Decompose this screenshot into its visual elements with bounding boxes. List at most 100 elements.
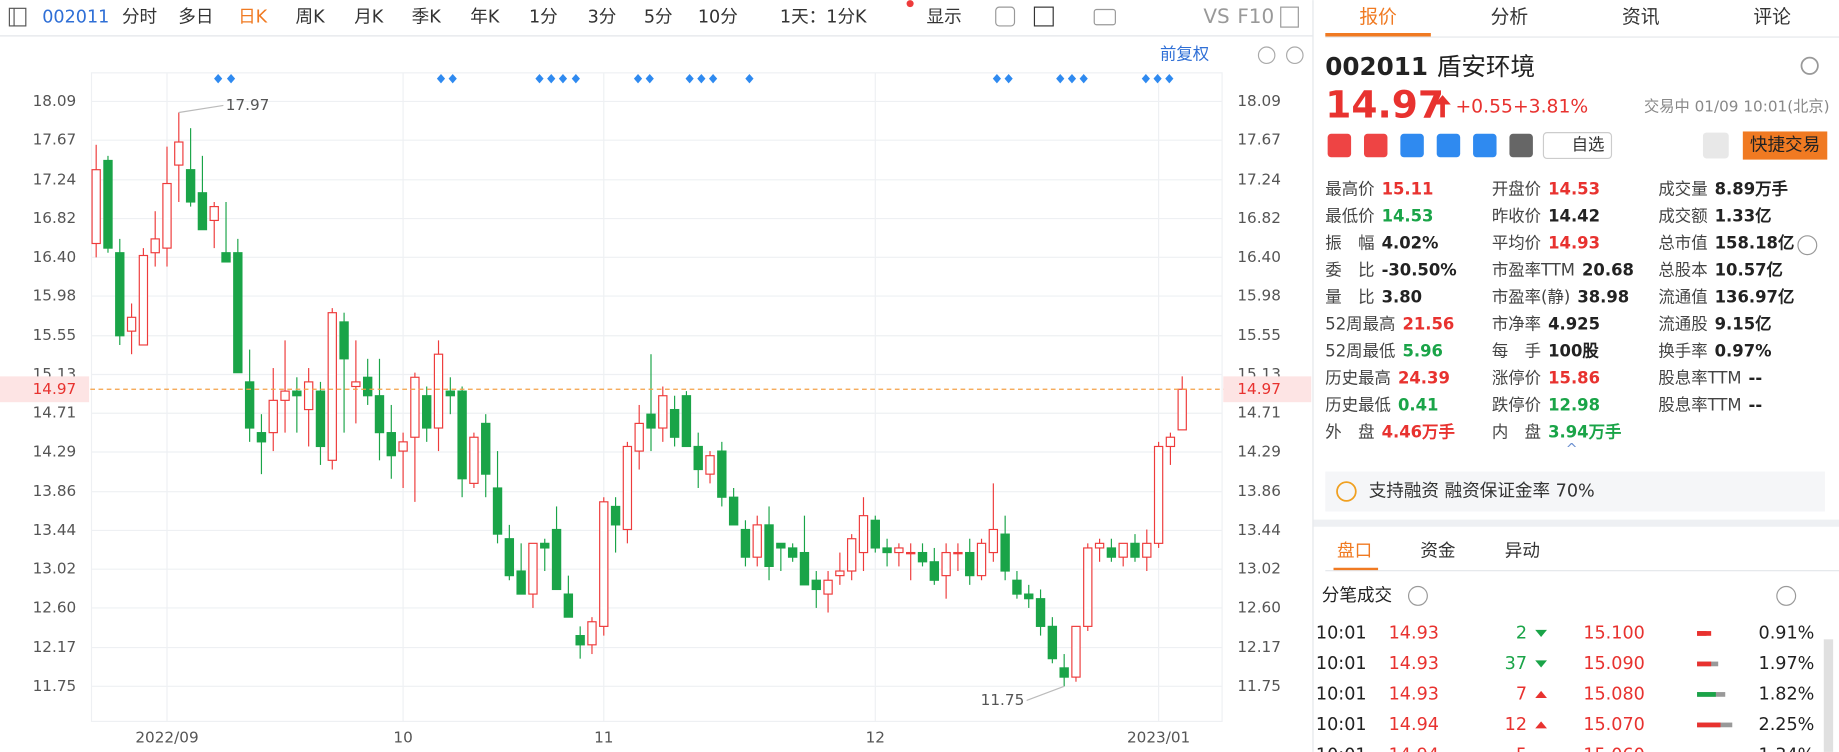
watch-button[interactable]: [1542, 132, 1613, 160]
candle-body: [528, 542, 538, 595]
candle-body: [634, 422, 644, 452]
display-select[interactable]: 显示: [927, 8, 962, 28]
feature-icon[interactable]: [1400, 133, 1424, 158]
settings-icon[interactable]: [995, 6, 1016, 27]
candle-body: [445, 390, 456, 397]
quote-status: 交易中 01/09 10:01(北京): [1644, 97, 1830, 115]
menu-icon[interactable]: [8, 7, 27, 27]
stat-value: 136.97亿: [1715, 288, 1795, 307]
trade-price: 14.93: [1389, 684, 1439, 704]
trade-time: 10:01: [1316, 745, 1367, 752]
candle-body: [351, 381, 361, 388]
sub-tab[interactable]: 盘口: [1337, 541, 1372, 561]
sub-tab[interactable]: 异动: [1505, 541, 1540, 561]
candle-body: [717, 450, 727, 498]
banner-icon: [1336, 481, 1357, 502]
info-icon[interactable]: [1407, 585, 1428, 606]
signal-marker: [1153, 73, 1162, 84]
y-tick-label: 11.75: [33, 677, 77, 695]
stat-value: 4.02%: [1382, 234, 1439, 253]
stat-value: 38.98: [1577, 288, 1629, 307]
y-tick-label: 15.55: [33, 326, 77, 344]
panel-tab[interactable]: 分析: [1491, 6, 1529, 28]
stat-value: 3.80: [1382, 288, 1422, 307]
candle-body: [846, 538, 857, 572]
feature-icon[interactable]: [1364, 133, 1388, 158]
collapse-arrow[interactable]: ^: [1566, 441, 1578, 457]
trade-direction: [1535, 629, 1547, 637]
sub-tab[interactable]: 资金: [1420, 541, 1456, 561]
gear-icon[interactable]: [1800, 56, 1819, 75]
period-tab[interactable]: 10分: [698, 8, 738, 28]
panel-tab[interactable]: 评论: [1753, 6, 1791, 28]
stat-label: 52周最高: [1325, 314, 1395, 333]
more-icon[interactable]: [1797, 235, 1818, 256]
panel-tab[interactable]: 资讯: [1622, 6, 1660, 28]
candle-body: [705, 455, 715, 475]
stat-value: 14.53: [1382, 207, 1434, 226]
candle-body: [835, 570, 845, 577]
period-tab[interactable]: 年K: [470, 8, 500, 28]
quote-price: 14.97: [1325, 82, 1444, 126]
period-tab[interactable]: 1分: [529, 8, 558, 28]
high-label: 17.97: [226, 96, 270, 114]
trade-button[interactable]: [1742, 131, 1828, 160]
y-tick-label-right: 11.75: [1237, 677, 1281, 695]
y-tick-label-right: 15.55: [1237, 326, 1281, 344]
candle-body: [115, 252, 125, 337]
signal-marker: [697, 73, 706, 84]
trade-direction: [1535, 721, 1547, 729]
period-tab[interactable]: 月K: [354, 8, 384, 28]
zoom-in-icon[interactable]: [1286, 46, 1304, 65]
candle-body: [776, 542, 786, 549]
y-tick-label: 13.02: [33, 560, 77, 578]
signal-marker: [226, 73, 236, 84]
candle-body: [575, 635, 585, 646]
feature-icon[interactable]: [1509, 133, 1533, 158]
candle-body: [740, 528, 751, 558]
signal-marker: [558, 73, 568, 84]
camera-icon[interactable]: [1093, 8, 1116, 26]
period-tab[interactable]: 3分: [588, 8, 617, 28]
x-tick-label: 2022/09: [135, 728, 198, 746]
candle-body: [1059, 667, 1069, 678]
period-tab[interactable]: 多日: [178, 8, 213, 28]
period-tab[interactable]: 周K: [296, 8, 326, 28]
y-tick-label-right: 12.17: [1237, 638, 1281, 656]
layout-icon[interactable]: [1033, 6, 1054, 27]
trade-ratio: 2.25%: [1759, 715, 1815, 735]
feature-icon[interactable]: [1473, 133, 1497, 158]
vs-button[interactable]: VS: [1203, 5, 1229, 28]
bell-button[interactable]: [1702, 132, 1729, 159]
period-tab[interactable]: 5分: [644, 8, 673, 28]
trade-price: 14.93: [1389, 654, 1439, 674]
stat-value: 15.11: [1382, 180, 1434, 199]
candle-body: [268, 399, 278, 434]
more-icon[interactable]: [1776, 585, 1797, 606]
candle-body: [1071, 625, 1081, 678]
adjust-button[interactable]: 前复权: [1160, 45, 1209, 64]
candle-body: [988, 528, 999, 554]
feature-icon[interactable]: [1327, 133, 1352, 158]
period-tab[interactable]: 季K: [412, 8, 442, 28]
signal-marker: [436, 73, 446, 84]
stat-label: 流通股: [1658, 314, 1707, 333]
panel-tab[interactable]: 报价: [1359, 6, 1397, 28]
candle-body: [610, 505, 621, 526]
signal-marker: [571, 73, 580, 84]
f10-button[interactable]: F10: [1237, 5, 1274, 28]
trade-ask: 15.060: [1583, 745, 1645, 752]
signal-marker: [745, 73, 754, 84]
y-tick-label: 13.44: [33, 521, 77, 539]
candle-body: [362, 376, 373, 397]
y-tick-label-right: 17.24: [1237, 170, 1281, 188]
interval-select[interactable]: 1天：1分K: [780, 8, 867, 28]
period-tab[interactable]: 分时: [122, 8, 157, 28]
period-tab[interactable]: 日K: [238, 8, 268, 28]
quote-name: 盾安环境: [1437, 52, 1535, 81]
stat-label: 成交额: [1658, 207, 1707, 226]
stat-value: 3.94万手: [1548, 422, 1621, 441]
feature-icon[interactable]: [1436, 133, 1461, 158]
panel-icon[interactable]: [1280, 6, 1299, 28]
zoom-out-icon[interactable]: [1257, 46, 1276, 65]
